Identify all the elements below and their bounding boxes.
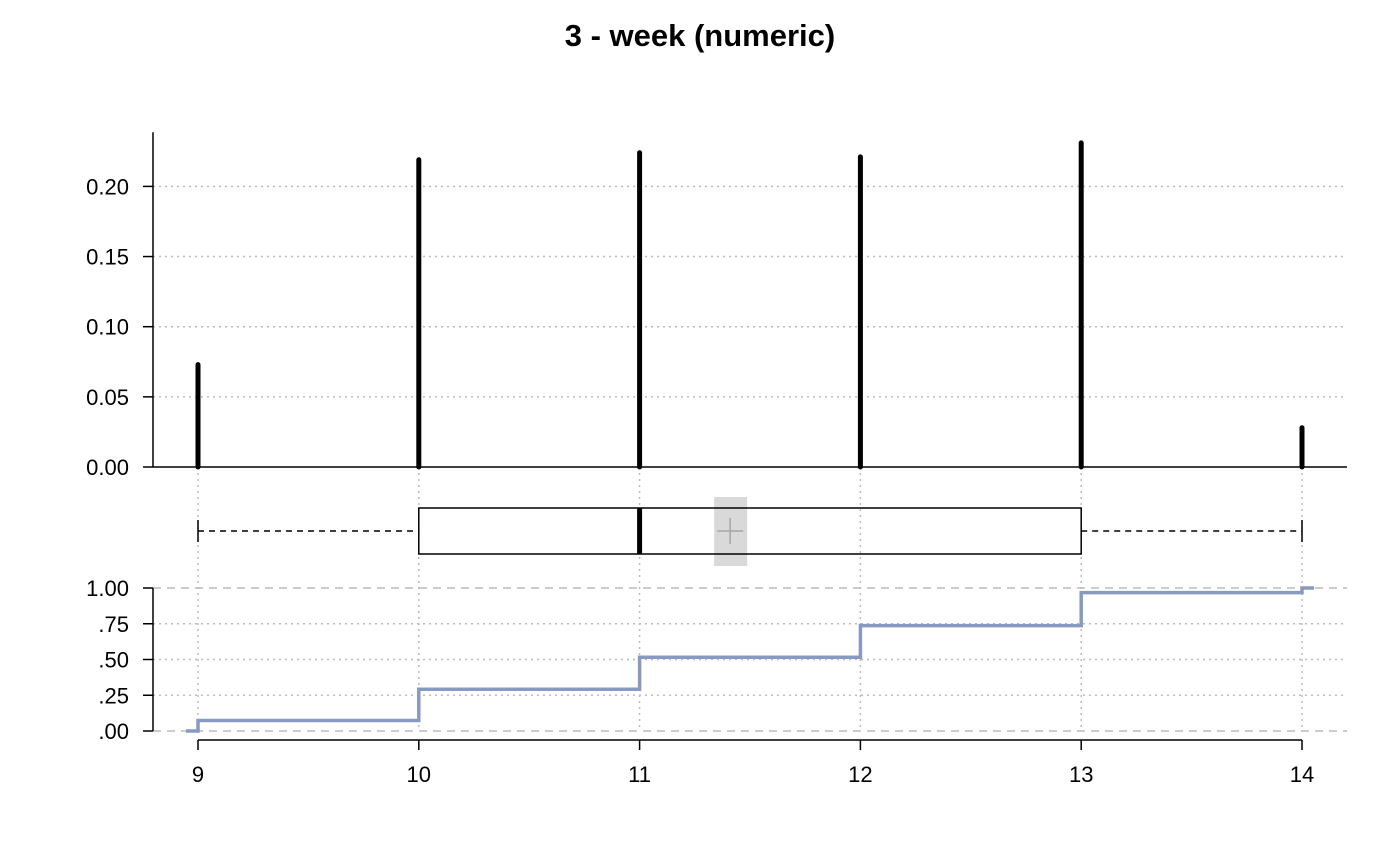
- x-tick-label: 12: [848, 762, 872, 787]
- axes-layer: 0.00 0.05 0.10 0.15 0.20 1.00 .75 .50 .25 .00 9 10 1…: [86, 132, 1347, 787]
- bars-layer: [195, 140, 1305, 470]
- x-tick-label: 11: [628, 762, 651, 787]
- x-tick-label: 9: [192, 762, 204, 787]
- prop-y-tick-label: 0.20: [86, 174, 129, 199]
- ecdf-y-tick-label: .25: [98, 683, 129, 708]
- prop-y-tick-label: 0.05: [86, 385, 129, 410]
- grid-layer: [153, 185, 1347, 732]
- chart-title: 3 - week (numeric): [564, 18, 836, 53]
- iqr-box: [418, 507, 1082, 555]
- ecdf-y-tick-label: .75: [98, 612, 129, 637]
- prop-y-tick-label: 0.10: [86, 315, 129, 340]
- boxplot-layer: [197, 497, 1303, 566]
- ecdf-y-tick-label: .00: [98, 719, 129, 744]
- ecdf-step-line: [186, 586, 1314, 733]
- ecdf-y-tick-label: 1.00: [86, 576, 129, 601]
- x-tick-label: 10: [407, 762, 431, 787]
- x-tick-label: 14: [1290, 762, 1314, 787]
- ecdf-y-tick-label: .50: [98, 648, 129, 673]
- prop-y-tick-label: 0.15: [86, 245, 129, 270]
- x-tick-label: 13: [1069, 762, 1093, 787]
- ecdf-layer: [186, 586, 1314, 733]
- prop-y-tick-label: 0.00: [86, 455, 129, 480]
